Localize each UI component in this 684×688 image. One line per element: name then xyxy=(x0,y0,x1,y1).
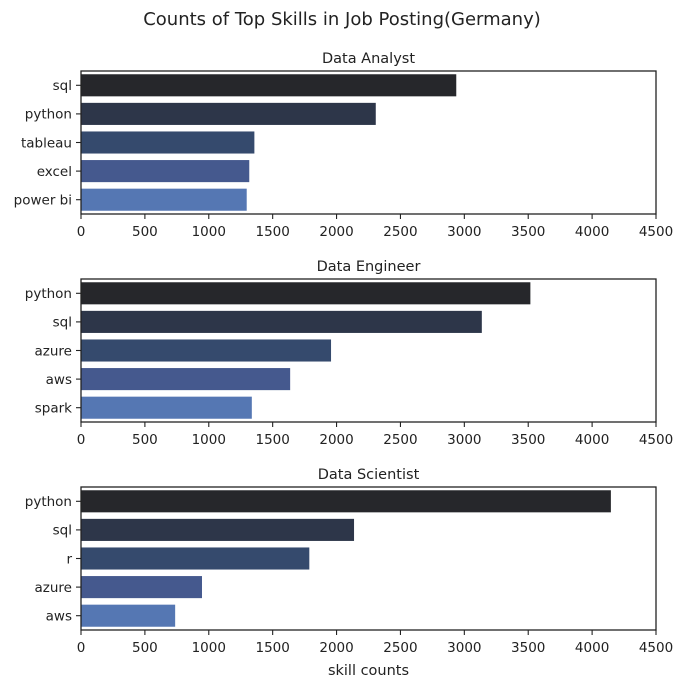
x-tick-label: 3000 xyxy=(447,640,481,656)
y-tick-label: python xyxy=(25,107,72,123)
bar-python xyxy=(80,102,377,126)
x-tick-label: 3000 xyxy=(447,432,481,448)
x-tick-label: 4500 xyxy=(639,432,673,448)
bar-python xyxy=(80,281,532,306)
x-tick-label: 1500 xyxy=(255,224,289,240)
bar-excel xyxy=(80,159,251,183)
y-tick-label: azure xyxy=(35,343,72,359)
x-tick-label: 500 xyxy=(132,432,158,448)
panel-data-scientist: Data Scientist python sql r azure aws 0 500 1000… xyxy=(25,467,673,656)
x-tick-label: 1000 xyxy=(192,640,226,656)
y-tick-label: tableau xyxy=(21,135,72,151)
panel-data-engineer: Data Engineer python sql azure aws spark 0 500 1… xyxy=(25,259,673,448)
panel-title: Data Engineer xyxy=(317,259,421,275)
x-tick-label: 1500 xyxy=(255,432,289,448)
y-tick-label: power bi xyxy=(14,193,72,209)
bar-azure xyxy=(80,575,203,599)
bar-aws xyxy=(80,603,176,628)
bar-power-bi xyxy=(80,187,248,212)
plot-frame xyxy=(80,278,657,423)
x-tick-label: 4000 xyxy=(575,640,609,656)
panel-data-analyst: Data Analyst sql python tableau excel power b… xyxy=(14,51,674,240)
bar-sql xyxy=(80,518,355,542)
x-tick-label: 1500 xyxy=(255,640,289,656)
bar-azure xyxy=(80,338,332,363)
panel-title: Data Scientist xyxy=(318,467,420,483)
x-tick-label: 1000 xyxy=(192,432,226,448)
chart-panels: Data Analyst sql python tableau excel power b… xyxy=(14,51,674,656)
y-tick-label: aws xyxy=(46,372,72,388)
x-tick-label: 3000 xyxy=(447,224,481,240)
x-tick-label: 2500 xyxy=(383,224,417,240)
x-tick-label: 3500 xyxy=(511,640,545,656)
x-tick-label: 0 xyxy=(77,224,86,240)
bar-sql xyxy=(80,73,458,98)
y-tick-label: azure xyxy=(35,580,72,596)
x-tick-label: 4000 xyxy=(575,224,609,240)
x-tick-label: 500 xyxy=(132,640,158,656)
x-tick-label: 2000 xyxy=(319,640,353,656)
bar-r xyxy=(80,546,311,571)
x-tick-label: 4500 xyxy=(639,640,673,656)
x-tick-label: 3500 xyxy=(511,432,545,448)
x-tick-label: 2500 xyxy=(383,640,417,656)
x-axis-label: skill counts xyxy=(328,663,409,679)
plot-frame xyxy=(80,486,657,631)
panel-title: Data Analyst xyxy=(322,51,415,67)
chart-title: Counts of Top Skills in Job Posting(Germ… xyxy=(143,9,541,30)
y-tick-label: python xyxy=(25,494,72,510)
bar-aws xyxy=(80,367,291,391)
x-tick-label: 1000 xyxy=(192,224,226,240)
y-tick-label: python xyxy=(25,286,72,302)
y-tick-label: sql xyxy=(53,315,72,331)
y-tick-label: r xyxy=(66,551,72,567)
x-tick-label: 2500 xyxy=(383,432,417,448)
plot-frame xyxy=(80,70,657,215)
x-tick-label: 2000 xyxy=(319,224,353,240)
y-tick-label: sql xyxy=(53,523,72,539)
x-tick-label: 500 xyxy=(132,224,158,240)
x-tick-label: 3500 xyxy=(511,224,545,240)
bar-sql xyxy=(80,310,483,334)
x-tick-label: 2000 xyxy=(319,432,353,448)
y-tick-label: sql xyxy=(53,78,72,94)
bar-tableau xyxy=(80,130,256,155)
x-tick-label: 4000 xyxy=(575,432,609,448)
x-tick-label: 0 xyxy=(77,432,86,448)
x-tick-label: 4500 xyxy=(639,224,673,240)
bar-spark xyxy=(80,395,253,420)
y-tick-label: aws xyxy=(46,609,72,625)
y-tick-label: spark xyxy=(35,401,72,417)
y-tick-label: excel xyxy=(37,164,72,180)
bar-python xyxy=(80,489,612,514)
x-tick-label: 0 xyxy=(77,640,86,656)
